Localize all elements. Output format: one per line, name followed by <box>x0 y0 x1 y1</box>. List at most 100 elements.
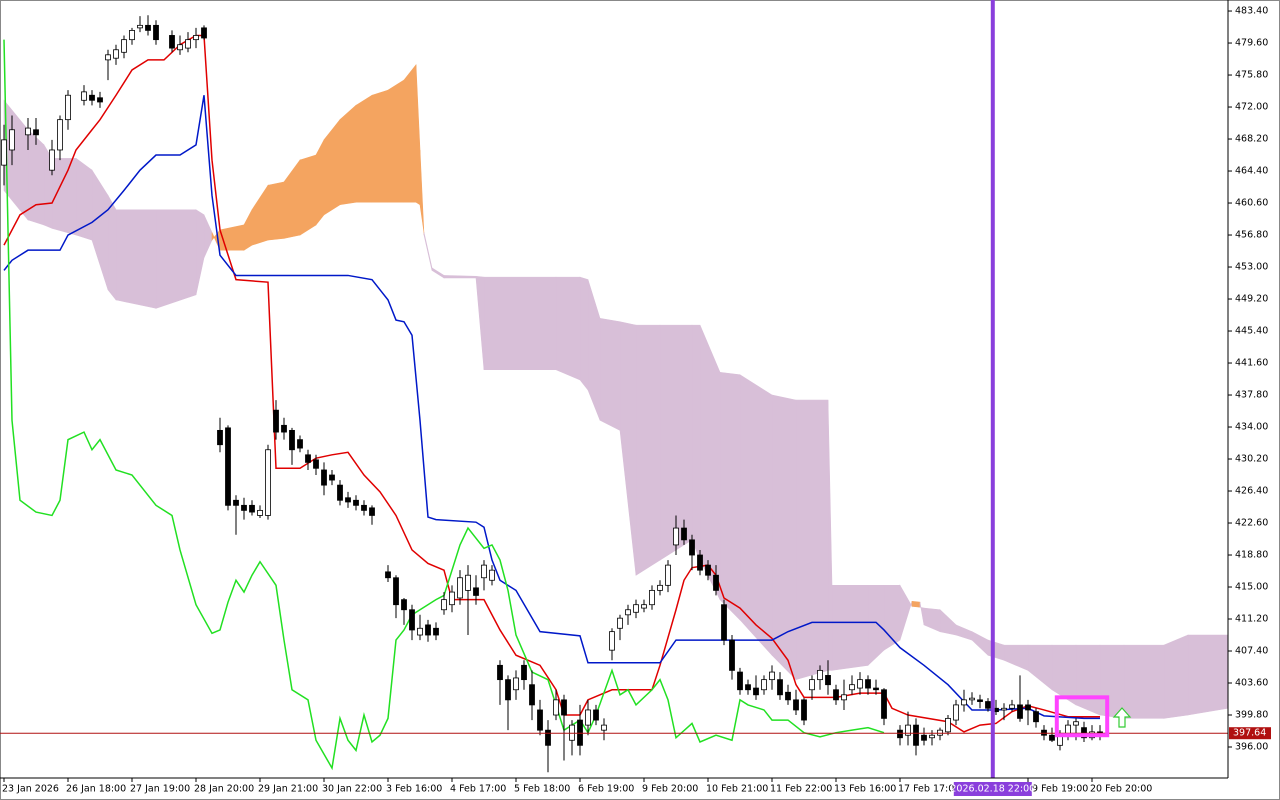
candle-body <box>817 669 823 681</box>
plot-area <box>0 0 1229 778</box>
x-tick-label: 28 Jan 20:00 <box>194 784 254 795</box>
current-price-label: 397.64 <box>1233 728 1266 739</box>
candle-body <box>113 49 119 59</box>
candle-body <box>417 627 423 636</box>
cloud-segment <box>1163 634 1189 719</box>
candle-body <box>241 504 247 511</box>
candle-body <box>721 604 727 641</box>
y-tick-label: 411.20 <box>1235 614 1268 625</box>
candle-body <box>713 574 719 591</box>
candle-body <box>185 39 191 49</box>
candle-body <box>617 617 623 629</box>
cloud-segment <box>107 194 117 301</box>
candle-body <box>385 571 391 579</box>
cloud-segment <box>771 394 797 681</box>
cloud-segment <box>75 157 93 241</box>
candle-body <box>121 39 127 53</box>
cloud-segment <box>691 324 701 561</box>
candle-body <box>697 554 703 571</box>
candle-body <box>873 687 879 691</box>
candle-body <box>785 691 791 701</box>
candle-body <box>369 507 375 516</box>
candle-body <box>393 577 399 606</box>
y-tick-label: 399.80 <box>1235 710 1268 721</box>
y-tick-label: 437.80 <box>1235 390 1268 401</box>
candle-body <box>593 709 599 721</box>
x-tick-label: 20 Feb 20:00 <box>1090 784 1152 795</box>
candle-body <box>441 599 447 611</box>
candle-body <box>153 24 159 41</box>
candle-body <box>513 677 519 691</box>
candle-body <box>457 577 463 599</box>
y-tick-label: 422.60 <box>1235 518 1268 529</box>
current-price-label-bg <box>1229 727 1271 740</box>
candle-body <box>937 729 943 736</box>
candle-body <box>521 664 527 681</box>
x-tick-label: 23 Jan 2026 <box>2 784 59 795</box>
candle-body <box>953 704 959 721</box>
x-tick-label: 19 Feb 19:00 <box>1026 784 1088 795</box>
candle-body <box>1081 727 1087 739</box>
candle-body <box>801 699 807 721</box>
candle-body <box>1017 704 1023 719</box>
cloud-segment <box>299 154 317 236</box>
cloud-segment <box>795 399 829 681</box>
candle-body <box>505 679 511 701</box>
candle-body <box>641 604 647 609</box>
candle-body <box>601 724 607 731</box>
cloud-segment <box>883 585 901 651</box>
candle-body <box>753 687 759 696</box>
candle-body <box>1049 734 1055 741</box>
candle-body <box>473 587 479 596</box>
candle-body <box>129 29 135 41</box>
candle-body <box>897 729 903 739</box>
y-tick-label: 456.80 <box>1235 230 1268 241</box>
y-tick-label: 453.00 <box>1235 262 1268 273</box>
x-tick-label: 9 Feb 20:00 <box>642 784 698 795</box>
candle-body <box>881 689 887 719</box>
x-tick-label: 10 Feb 21:00 <box>706 784 768 795</box>
candle-body <box>481 564 487 579</box>
y-tick-label: 396.00 <box>1235 742 1268 753</box>
candle-body <box>353 499 359 506</box>
candle-body <box>409 609 415 631</box>
x-tick-label: 6 Feb 19:00 <box>578 784 634 795</box>
candle-body <box>273 409 279 433</box>
cloud-segment <box>155 209 197 309</box>
candle-body <box>177 44 183 51</box>
cloud-segment <box>339 104 357 206</box>
x-tick-label: 4 Feb 17:00 <box>450 784 506 795</box>
candle-body <box>689 539 695 556</box>
candle-body <box>137 24 143 29</box>
candle-body <box>265 449 271 516</box>
y-tick-label: 403.60 <box>1235 678 1268 689</box>
candle-body <box>625 609 631 616</box>
candle-body <box>433 627 439 636</box>
candle-body <box>1009 704 1015 709</box>
candle-body <box>849 684 855 691</box>
candle-body <box>977 699 983 702</box>
candle-body <box>425 624 431 636</box>
candle-body <box>1041 729 1047 736</box>
candle-body <box>945 717 951 733</box>
candle-body <box>361 504 367 511</box>
cloud-segment <box>1099 644 1125 719</box>
cloud-segment <box>579 276 589 391</box>
candle-body <box>737 671 743 691</box>
candle-body <box>585 709 591 726</box>
y-tick-label: 464.40 <box>1235 166 1268 177</box>
cloud-segment <box>599 318 621 431</box>
indicator-line <box>3 95 1100 720</box>
candle-body <box>769 671 775 681</box>
x-tick-label: 17 Feb 17:00 <box>898 784 960 795</box>
candle-body <box>449 591 455 606</box>
candle-body <box>673 527 679 546</box>
x-tick-label: 27 Jan 19:00 <box>130 784 190 795</box>
candle-body <box>249 504 255 513</box>
candle-body <box>809 679 815 691</box>
x-tick-label: 30 Jan 22:00 <box>322 784 382 795</box>
y-tick-label: 449.20 <box>1235 294 1268 305</box>
cloud-segment <box>115 209 157 309</box>
candle-body <box>281 424 287 433</box>
candle-body <box>217 429 223 446</box>
